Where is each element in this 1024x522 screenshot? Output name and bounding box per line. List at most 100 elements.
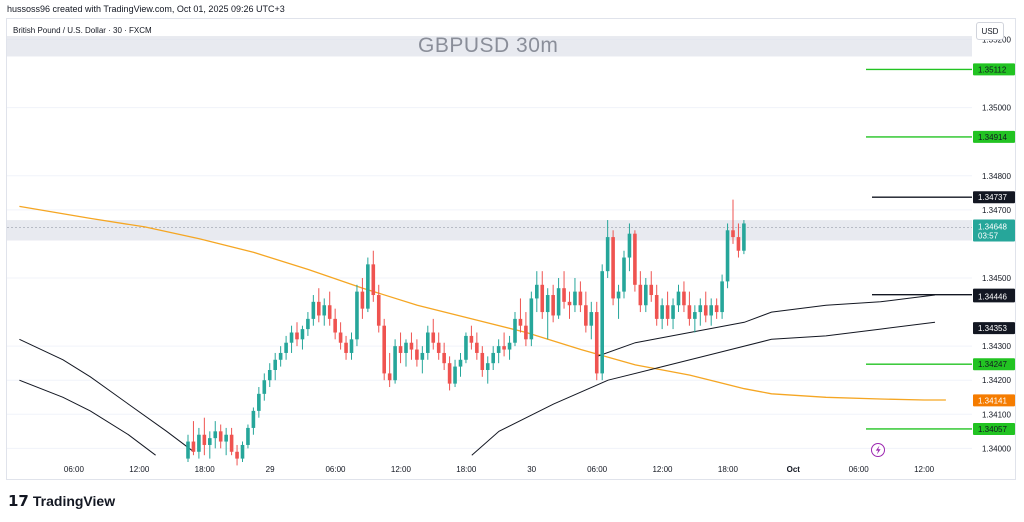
chart-frame xyxy=(6,18,1016,480)
candle-body xyxy=(567,301,572,306)
candle-body xyxy=(267,369,272,381)
candle-body xyxy=(186,441,190,459)
candle-body xyxy=(693,312,697,319)
candle-body xyxy=(218,431,223,442)
candle-body xyxy=(589,312,594,326)
candle-body xyxy=(524,325,528,340)
candle-body xyxy=(453,366,457,384)
candle-body xyxy=(333,318,337,333)
time-tick-label: 29 xyxy=(266,465,275,474)
candle-body xyxy=(529,298,534,340)
candle-body xyxy=(594,312,599,374)
candle-body xyxy=(426,332,430,353)
candle-body xyxy=(513,318,517,343)
price-tick-label: 1.34700 xyxy=(982,206,1011,215)
candle-body xyxy=(295,332,299,340)
price-tag-label: 1.34141 xyxy=(978,396,1007,405)
candle-body xyxy=(382,325,386,374)
footer-logo[interactable]: 17 TradingView xyxy=(8,492,115,510)
price-tag xyxy=(973,394,1015,407)
candle-body xyxy=(709,305,713,316)
price-tick-label: 1.34100 xyxy=(982,410,1011,419)
attribution-line: hussoss96 created with TradingView.com, … xyxy=(7,4,285,14)
candle-body xyxy=(306,318,310,330)
footer-brand: TradingView xyxy=(32,493,116,509)
time-tick-label: 12:00 xyxy=(391,465,412,474)
candle-body xyxy=(415,349,419,360)
candle-body xyxy=(725,230,730,282)
candle-body xyxy=(344,342,348,353)
candle-body xyxy=(289,332,294,343)
chart-misc xyxy=(871,443,885,457)
candle-body xyxy=(197,434,201,452)
price-axis: 1.352001.350001.348001.347001.345001.343… xyxy=(982,35,1011,453)
candle-body xyxy=(622,257,626,292)
time-tick-label: 18:00 xyxy=(718,465,739,474)
candle-body xyxy=(404,342,408,353)
time-tick-label: 30 xyxy=(527,465,536,474)
candle-body xyxy=(469,335,474,343)
candle-body xyxy=(224,434,228,442)
time-axis: 06:00 12:00 18:00 29 06:00 12:00 18:00 30 06:00 1… xyxy=(64,465,935,474)
ma-line xyxy=(19,379,156,456)
candle-body xyxy=(387,373,392,381)
last-price-tag xyxy=(973,219,1015,242)
candle-body xyxy=(600,271,604,374)
candle-body xyxy=(246,427,250,445)
candle-body xyxy=(545,295,550,313)
candle-body xyxy=(371,264,376,296)
candle-body xyxy=(611,237,615,299)
candle-body xyxy=(535,284,539,299)
candle-body xyxy=(376,295,381,326)
candle-body xyxy=(300,329,305,340)
level-tag xyxy=(973,358,1015,371)
price-zone xyxy=(7,36,972,57)
time-tick-label: 18:00 xyxy=(195,465,216,474)
candle-body xyxy=(213,431,218,439)
candle-body xyxy=(573,291,577,306)
time-tick-label: 06:00 xyxy=(587,465,608,474)
candle-body xyxy=(714,305,719,313)
price-tick-label: 1.34000 xyxy=(982,444,1011,453)
candle-body xyxy=(436,342,441,353)
candle-body xyxy=(627,233,632,258)
level-tag xyxy=(973,422,1015,435)
candle-body xyxy=(485,363,490,370)
candle-body xyxy=(355,291,359,340)
candles xyxy=(186,199,746,466)
candle-body xyxy=(616,291,621,299)
time-tick-label: Oct xyxy=(787,465,801,474)
candle-body xyxy=(671,305,675,319)
candle-body xyxy=(317,301,321,316)
candle-body xyxy=(491,352,495,364)
candle-body xyxy=(518,318,523,326)
candle-body xyxy=(431,332,436,343)
currency-button[interactable]: USD xyxy=(976,22,1004,40)
candle-body xyxy=(442,352,446,364)
candle-body xyxy=(458,359,463,367)
candle-body xyxy=(638,284,643,306)
candle-body xyxy=(551,295,555,316)
candle-body xyxy=(578,291,583,306)
candle-body xyxy=(720,281,724,313)
level-tag xyxy=(973,191,1015,204)
level-tag-label: 1.34247 xyxy=(978,360,1007,369)
candle-body xyxy=(562,288,566,302)
candle-body xyxy=(475,342,479,353)
candle-body xyxy=(480,352,485,370)
candle-body xyxy=(644,284,648,306)
price-tick-label: 1.34200 xyxy=(982,376,1011,385)
candle-body xyxy=(278,352,283,360)
candle-body xyxy=(687,305,692,319)
candle-body xyxy=(409,342,414,350)
candle-body xyxy=(507,342,512,350)
candle-body xyxy=(605,237,610,272)
candle-body xyxy=(540,284,545,313)
price-tick-label: 1.34500 xyxy=(982,274,1011,283)
ma-line xyxy=(19,338,195,453)
candle-body xyxy=(349,339,354,353)
candle-body xyxy=(742,223,746,251)
price-tick-label: 1.35000 xyxy=(982,104,1011,113)
symbol-line: British Pound / U.S. Dollar · 30 · FXCM xyxy=(13,26,152,35)
